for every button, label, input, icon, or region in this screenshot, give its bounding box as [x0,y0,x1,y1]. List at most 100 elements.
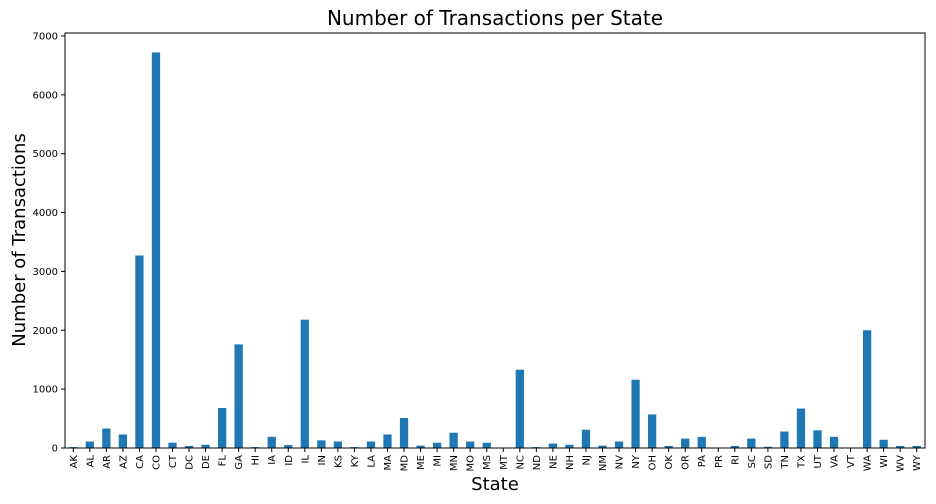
x-tick-label: MS [482,455,493,470]
y-axis-label: Number of Transactions [9,133,30,346]
bar-tx [796,408,806,448]
bar-nj [581,429,591,448]
bar-ri [730,445,739,448]
bar-ga [234,344,243,448]
x-tick-label: ID [284,455,295,466]
x-tick-label: SD [763,455,774,469]
y-tick-label: 5000 [33,149,58,160]
bar-il [300,319,309,448]
bar-va [829,436,839,448]
x-tick-label: WY [912,454,923,471]
x-tick-label: MN [449,455,460,471]
bar-in [317,440,326,448]
chart-title: Number of Transactions per State [327,6,663,30]
x-tick-label: SC [747,455,758,468]
x-axis: AK AL AR AZ CA CO CT DC DE FL GA HI IA ID IL IN KS KY LA MA… [69,448,923,472]
bar-ks [333,441,343,448]
x-tick-label: KS [333,455,344,468]
x-tick-label: NY [631,454,642,468]
x-tick-label: MO [466,455,477,472]
bar-dc [184,445,194,448]
bar-sd [763,446,773,448]
x-tick-label: DC [185,455,196,470]
x-tick-label: AZ [118,455,129,469]
x-tick-label: DE [201,455,212,469]
y-tick-label: 7000 [33,31,58,42]
x-tick-label: NV [615,455,626,469]
x-tick-label: LA [366,455,377,468]
x-tick-label: MI [433,455,444,467]
x-tick-label: WI [879,455,890,468]
x-tick-label: NC [515,455,526,469]
x-tick-label: IA [267,455,278,465]
x-tick-label: MT [499,454,510,470]
y-tick-label: 6000 [33,90,58,101]
bar-wi [879,439,888,448]
bar-nm [598,445,607,448]
bar-tn [780,431,789,448]
x-tick-label: OH [648,455,659,470]
bar-ma [383,434,392,448]
y-tick-label: 1000 [33,385,58,396]
bar-pa [697,436,706,448]
bar-nh [565,444,574,448]
x-tick-label: WV [896,455,907,472]
bar-mi [432,442,442,448]
x-tick-label: IN [317,455,328,465]
x-tick-label: UT [813,454,824,468]
x-tick-label: ND [532,455,543,470]
bar-ar [102,428,111,448]
bar-md [399,417,409,448]
bar-me [416,445,425,448]
y-tick-label: 0 [52,444,58,455]
y-axis: 0 1000 2000 3000 4000 5000 6000 7000 [33,31,65,455]
bar-sc [747,438,756,448]
bar-or [681,438,690,448]
x-tick-label: NE [548,455,559,469]
bar-ca [135,255,144,448]
x-tick-label: TX [796,455,807,469]
bar-la [366,441,376,448]
bar-fl [217,407,227,448]
x-tick-label: ME [416,455,427,470]
bar-mn [449,432,458,448]
bar-wa [862,330,872,448]
x-tick-label: NM [598,455,609,471]
bar-al [85,441,94,448]
x-tick-label: NH [565,455,576,470]
x-tick-label: IL [300,455,311,464]
bar-ut [813,430,822,448]
x-axis-label: State [471,474,519,495]
x-tick-label: PA [697,455,708,467]
bar-wv [896,445,905,448]
bar-ny [631,379,640,448]
plot-frame [64,32,926,449]
x-tick-label: GA [234,455,245,470]
x-tick-label: FL [218,455,229,467]
bar-mo [466,441,475,448]
bar-co [151,52,161,448]
bar-ia [267,436,276,448]
bar-wy [912,445,921,448]
x-tick-label: OR [681,455,692,470]
y-tick-label: 2000 [33,326,58,337]
x-tick-label: RI [730,455,741,465]
x-tick-label: MD [400,455,411,472]
x-tick-label: VT [846,454,857,468]
bar-ct [168,442,177,448]
x-tick-label: VA [830,455,841,468]
bars-group [69,52,921,448]
x-tick-label: CA [135,455,146,469]
bar-ne [548,443,558,448]
x-tick-label: CT [168,454,179,468]
x-tick-label: TN [780,455,791,470]
y-tick-label: 3000 [33,267,58,278]
x-tick-label: KY [350,454,361,467]
bar-az [118,434,128,448]
x-tick-label: AK [69,455,80,469]
x-tick-label: MA [383,455,394,471]
x-tick-label: PR [714,455,725,468]
x-tick-label: HI [251,455,262,465]
bar-de [201,444,210,448]
